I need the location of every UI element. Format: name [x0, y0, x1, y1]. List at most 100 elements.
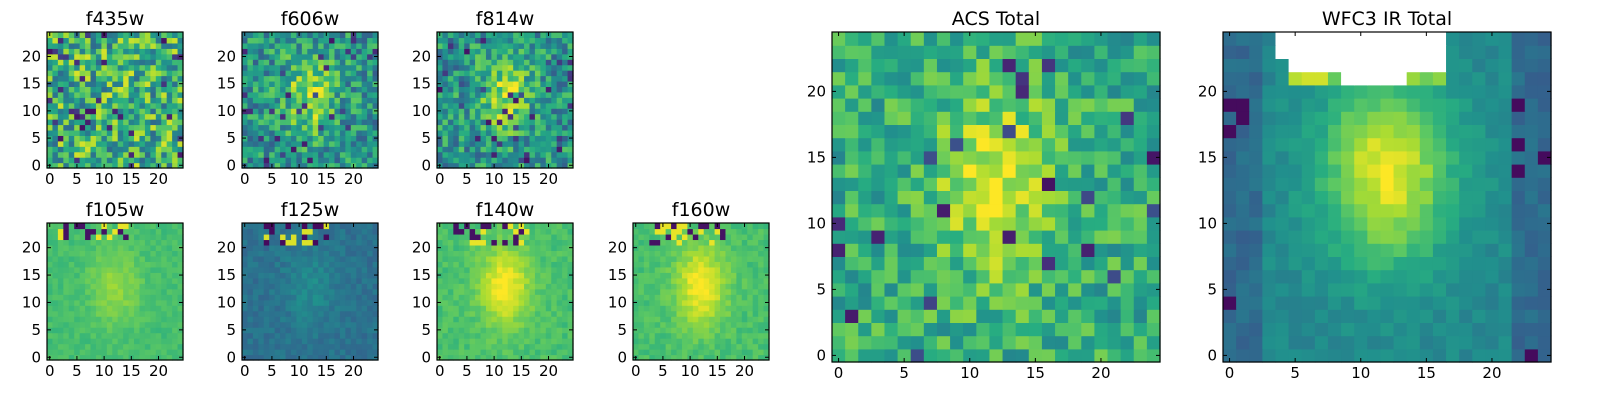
heatmap-cell	[166, 48, 173, 55]
heatmap-cell	[252, 294, 259, 301]
heatmap-cell	[139, 91, 146, 98]
heatmap-cell	[524, 261, 531, 268]
heatmap-cell	[649, 255, 656, 262]
heatmap-cell	[1041, 203, 1056, 218]
heatmap-cell	[290, 129, 297, 136]
heatmap-cell	[513, 37, 520, 44]
heatmap-cell	[763, 277, 770, 284]
heatmap-cell	[502, 354, 509, 361]
heatmap-cell	[280, 266, 287, 273]
heatmap-cell	[453, 53, 460, 60]
heatmap-cell	[57, 223, 64, 230]
heatmap-cell	[312, 80, 319, 87]
heatmap-cell	[128, 48, 135, 55]
heatmap-cell	[367, 294, 374, 301]
heatmap-cell	[832, 203, 846, 218]
heatmap-cell	[491, 48, 498, 55]
heatmap-cell	[134, 305, 141, 312]
heatmap-cell	[513, 321, 520, 328]
heatmap-cell	[177, 151, 184, 158]
heatmap-cell	[252, 37, 259, 44]
heatmap-cell	[68, 157, 75, 164]
heatmap-cell	[458, 146, 465, 153]
heatmap-cell	[312, 140, 319, 147]
heatmap-cell	[339, 223, 346, 230]
heatmap-cell	[106, 37, 113, 44]
heatmap-cell	[101, 305, 108, 312]
heatmap-cell	[763, 343, 770, 350]
heatmap-cell	[567, 86, 574, 93]
heatmap-cell	[172, 70, 179, 77]
heatmap-cell	[318, 37, 325, 44]
heatmap-cell	[106, 316, 113, 323]
heatmap-cell	[698, 294, 705, 301]
heatmap-cell	[502, 255, 509, 262]
heatmap-cell	[447, 80, 454, 87]
heatmap-cell	[166, 140, 173, 147]
heatmap-cell	[665, 223, 672, 230]
heatmap-cell	[556, 48, 563, 55]
heatmap-cell	[112, 97, 119, 104]
heatmap-cell	[345, 108, 352, 115]
heatmap-cell	[545, 151, 552, 158]
heatmap-cell	[128, 42, 135, 49]
heatmap-cell	[551, 129, 558, 136]
heatmap-cell	[871, 335, 886, 350]
y-tick-label: 0	[31, 156, 41, 174]
heatmap-cell	[437, 86, 444, 93]
heatmap-cell	[312, 102, 319, 109]
heatmap-cell	[1002, 230, 1017, 244]
heatmap-cell	[1041, 230, 1056, 244]
heatmap-cell	[280, 32, 287, 39]
heatmap-cell	[85, 294, 92, 301]
heatmap-cell	[350, 157, 357, 164]
heatmap-cell	[758, 305, 765, 312]
heatmap-cell	[709, 354, 716, 361]
heatmap-cell	[453, 277, 460, 284]
heatmap-cell	[117, 70, 124, 77]
heatmap-cell	[442, 129, 449, 136]
heatmap-cell	[123, 80, 130, 87]
heatmap-cell	[345, 272, 352, 279]
heatmap-cell	[101, 146, 108, 153]
heatmap-cell	[339, 102, 346, 109]
heatmap-cell	[660, 294, 667, 301]
heatmap-cell	[85, 288, 92, 295]
heatmap-cell	[177, 288, 184, 295]
heatmap-cell	[469, 151, 476, 158]
heatmap-cell	[128, 277, 135, 284]
heatmap-cell	[447, 140, 454, 147]
heatmap-cell	[453, 108, 460, 115]
heatmap-cell	[117, 338, 124, 345]
heatmap-cell	[155, 42, 162, 49]
heatmap-cell	[150, 338, 157, 345]
heatmap-cell	[285, 113, 292, 120]
heatmap-cell	[144, 354, 151, 361]
heatmap-cell	[714, 349, 721, 356]
heatmap-cell	[518, 261, 525, 268]
heatmap-cell	[698, 349, 705, 356]
heatmap-cell	[910, 309, 925, 323]
heatmap-cell	[95, 332, 102, 339]
heatmap-cell	[692, 277, 699, 284]
heatmap-cell	[485, 91, 492, 98]
heatmap-cell	[117, 151, 124, 158]
heatmap-cell	[453, 316, 460, 323]
heatmap-cell	[1015, 335, 1030, 350]
heatmap-cell	[556, 32, 563, 39]
heatmap-cell	[671, 349, 678, 356]
heatmap-cell	[524, 113, 531, 120]
heatmap-cell	[976, 230, 991, 244]
heatmap-cell	[356, 86, 363, 93]
heatmap-cell	[447, 261, 454, 268]
heatmap-cell	[936, 164, 951, 178]
heatmap-cell	[280, 338, 287, 345]
x-tick-label: 0	[240, 362, 250, 380]
heatmap-cell	[285, 228, 292, 235]
heatmap-cell	[323, 124, 330, 131]
heatmap-cell	[296, 97, 303, 104]
heatmap-cell	[763, 316, 770, 323]
heatmap-cell	[356, 228, 363, 235]
heatmap-cell	[112, 135, 119, 142]
heatmap-cell	[1146, 230, 1161, 244]
